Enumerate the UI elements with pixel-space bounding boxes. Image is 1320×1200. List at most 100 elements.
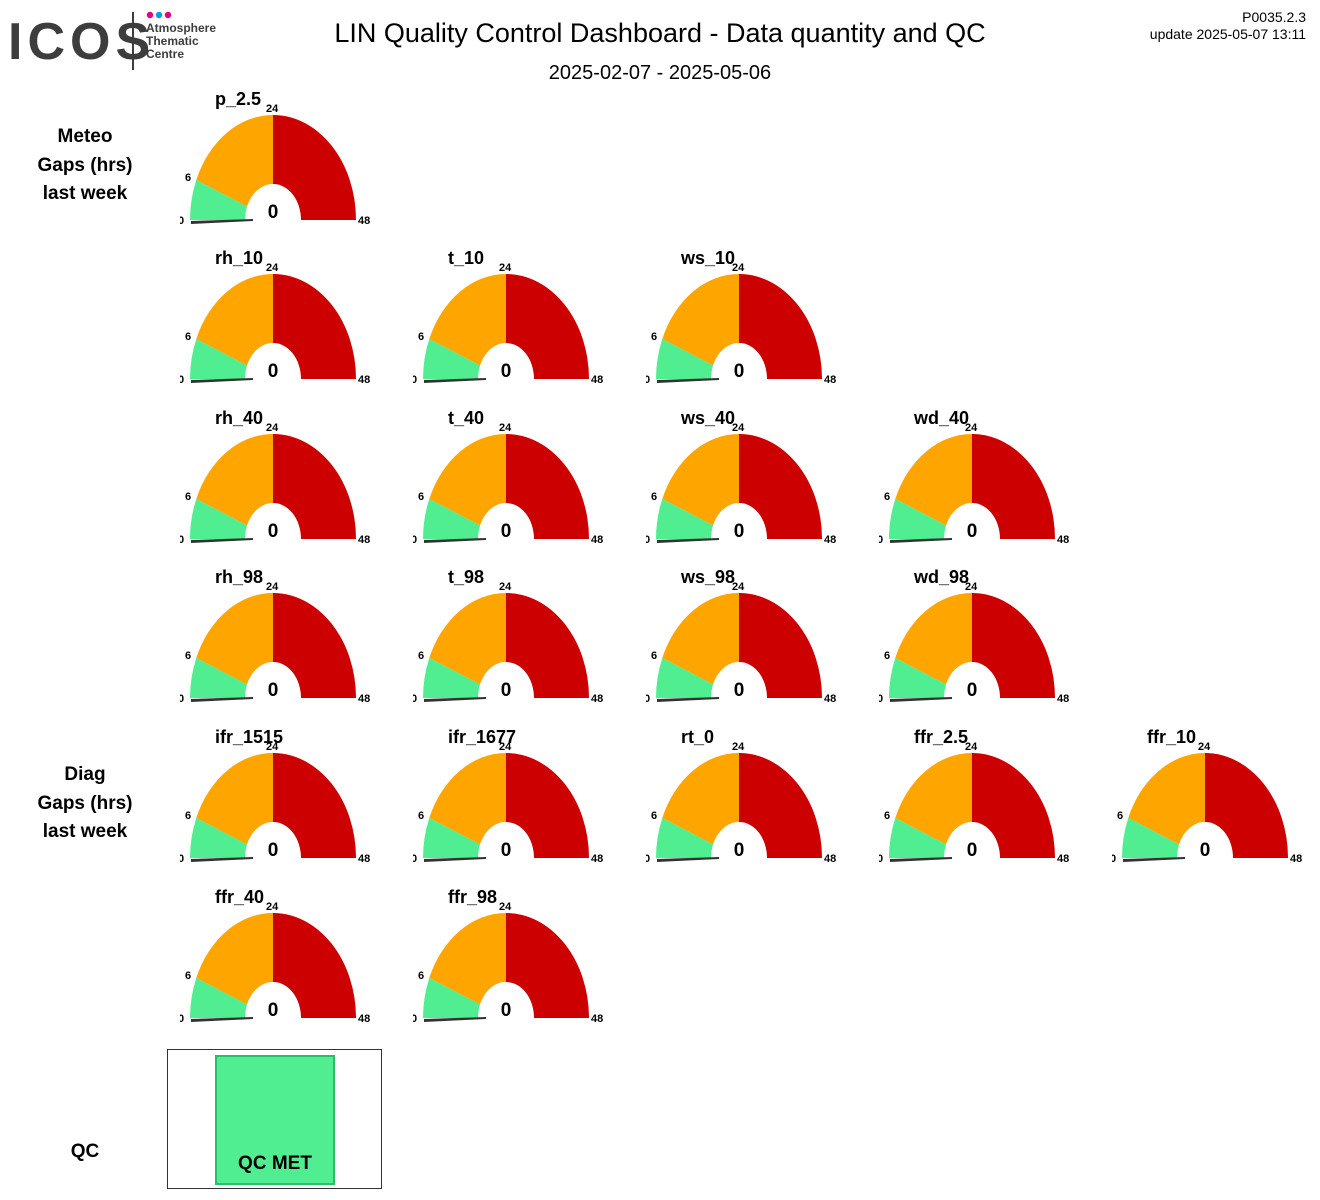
meteo-section-label: Meteo Gaps (hrs) last week (0, 123, 170, 209)
gauge-orange-sector (895, 434, 972, 539)
gauge-center-hole (1177, 822, 1233, 858)
gauge-orange-sector (662, 434, 739, 539)
gauge-tick-label: 24 (499, 741, 512, 753)
gauge-tick-label: 48 (358, 853, 370, 865)
gauge-orange-sector (196, 753, 273, 858)
gauge-red-sector (506, 274, 589, 379)
gauge-tick-label: 0 (879, 853, 883, 865)
gauge-needle (657, 378, 719, 383)
gauge-needle (424, 857, 486, 862)
gauge-tick-label: 24 (266, 103, 279, 115)
gauge-needle (191, 697, 253, 702)
date-range: 2025-02-07 - 2025-05-06 (548, 62, 772, 84)
gauge-center-hole (245, 503, 301, 539)
gauge-tick-label: 48 (1057, 693, 1069, 705)
gauge-value: 0 (734, 840, 745, 861)
gauge-chart: 0 6 24 48 0 (180, 103, 370, 227)
gauge-center-hole (245, 343, 301, 379)
gauge-chart: 0 6 24 48 0 (413, 901, 603, 1025)
gauge: ffr_10 0 6 24 48 0 (1112, 727, 1302, 887)
gauge-value: 0 (967, 680, 978, 701)
gauge-tick-label: 6 (185, 172, 191, 184)
gauge-center-hole (711, 503, 767, 539)
gauge-tick-label: 6 (185, 491, 191, 503)
gauge-center-hole (478, 822, 534, 858)
gauge-orange-sector (429, 753, 506, 858)
gauge-needle (657, 857, 719, 862)
gauge-tick-label: 0 (646, 374, 650, 386)
gauge-chart: 0 6 24 48 0 (1112, 741, 1302, 865)
section-label-line: Gaps (hrs) (37, 792, 133, 814)
gauge-red-sector (273, 274, 356, 379)
gauge-red-sector (506, 434, 589, 539)
gauge-orange-sector (196, 434, 273, 539)
gauge-center-hole (478, 662, 534, 698)
gauge-value: 0 (501, 361, 512, 382)
gauge-tick-label: 24 (266, 422, 279, 434)
gauge-title: rh_40 (215, 408, 264, 428)
gauge-value: 0 (967, 521, 978, 542)
gauge-needle (890, 857, 952, 862)
gauge-title: rh_98 (215, 567, 264, 587)
gauge-tick-label: 0 (646, 534, 650, 546)
gauge-red-sector (739, 593, 822, 698)
gauge-center-hole (478, 982, 534, 1018)
gauge-chart: 0 6 24 48 0 (879, 741, 1069, 865)
section-label-line: Meteo (57, 126, 113, 147)
gauge-orange-sector (895, 753, 972, 858)
gauge-chart: 0 6 24 48 0 (413, 581, 603, 705)
gauge-center-hole (944, 822, 1000, 858)
logo-divider (132, 12, 134, 70)
gauge-tick-label: 6 (185, 810, 191, 822)
gauge-orange-sector (895, 593, 972, 698)
gauge-tick-label: 6 (185, 650, 191, 662)
gauge-orange-sector (429, 434, 506, 539)
gauge: rh_10 0 6 24 48 0 (180, 248, 370, 408)
gauge-chart: 0 6 24 48 0 (646, 581, 836, 705)
gauge-tick-label: 24 (965, 581, 978, 593)
gauge: rh_40 0 6 24 48 0 (180, 408, 370, 568)
gauge-title: t_40 (448, 408, 485, 428)
gauge-tick-label: 6 (651, 810, 657, 822)
gauge-tick-label: 0 (646, 853, 650, 865)
gauge-red-sector (273, 913, 356, 1018)
diag-section-label: Diag Gaps (hrs) last week (0, 761, 170, 847)
gauge-red-sector (739, 434, 822, 539)
gauge-value: 0 (501, 680, 512, 701)
gauge-tick-label: 6 (418, 650, 424, 662)
gauge-tick-label: 6 (185, 970, 191, 982)
gauge-tick-label: 48 (591, 693, 603, 705)
gauge-value: 0 (268, 361, 279, 382)
gauge-orange-sector (196, 115, 273, 220)
gauge-title: ifr_1515 (215, 727, 284, 747)
gauge-tick-label: 48 (358, 215, 370, 227)
gauge-tick-label: 48 (1290, 853, 1302, 865)
gauge: ffr_2.5 0 6 24 48 0 (879, 727, 1069, 887)
gauge-chart: 0 6 24 48 0 (646, 262, 836, 386)
gauge-value: 0 (268, 840, 279, 861)
gauge-red-sector (506, 913, 589, 1018)
gauge-needle (424, 378, 486, 383)
gauge-tick-label: 24 (499, 422, 512, 434)
gauge-value: 0 (268, 1000, 279, 1021)
gauge-tick-label: 48 (824, 853, 836, 865)
gauge-needle (191, 857, 253, 862)
gauge-value: 0 (501, 521, 512, 542)
gauge-tick-label: 24 (732, 262, 745, 274)
gauge-tick-label: 0 (646, 693, 650, 705)
gauge-tick-label: 0 (879, 534, 883, 546)
gauge-tick-label: 24 (499, 262, 512, 274)
gauge-tick-label: 24 (266, 581, 279, 593)
gauge-tick-label: 6 (418, 331, 424, 343)
gauge-chart: 0 6 24 48 0 (413, 262, 603, 386)
gauge-orange-sector (429, 274, 506, 379)
gauge-tick-label: 48 (824, 374, 836, 386)
gauge-value: 0 (268, 202, 279, 223)
gauge-tick-label: 48 (591, 534, 603, 546)
qc-section-label: QC (70, 1141, 100, 1162)
gauge-needle (424, 697, 486, 702)
gauge-tick-label: 48 (358, 374, 370, 386)
version-label: P0035.2.3 (1242, 9, 1306, 25)
gauge-value: 0 (734, 521, 745, 542)
gauge: wd_40 0 6 24 48 0 (879, 408, 1069, 568)
